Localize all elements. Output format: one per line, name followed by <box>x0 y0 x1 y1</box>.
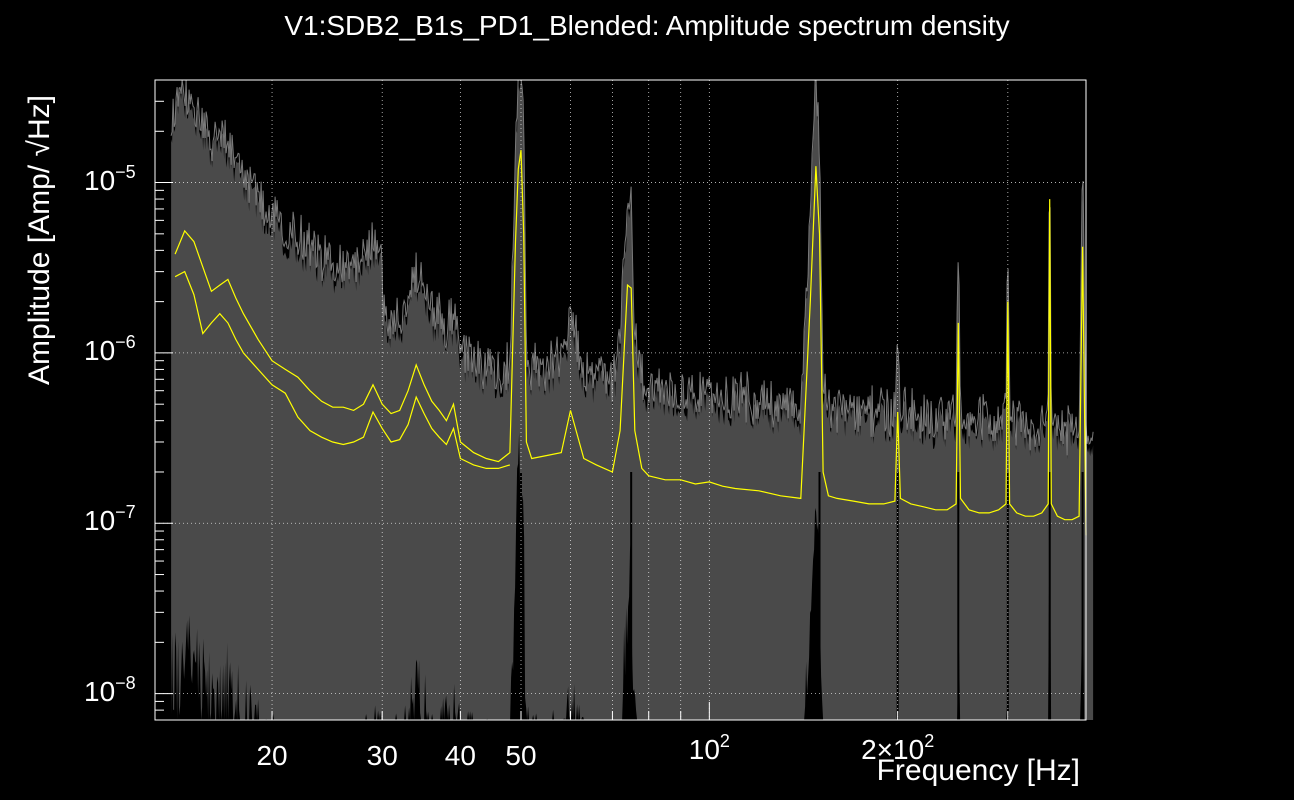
y-tick-label: 10−6 <box>84 331 136 366</box>
x-tick-label: 30 <box>366 740 398 771</box>
y-axis-label: Amplitude [Amp/ √Hz] <box>23 95 56 385</box>
x-tick-label: 102 <box>688 731 730 765</box>
band-fill <box>171 80 1094 720</box>
band-upper-edge <box>170 79 1094 456</box>
x-axis-label: Frequency [Hz] <box>876 754 1080 787</box>
chart-title: V1:SDB2_B1s_PD1_Blended: Amplitude spect… <box>284 10 1010 41</box>
series-lines <box>174 150 1087 536</box>
y-tick-label: 10−5 <box>84 161 136 196</box>
series-line-1 <box>174 150 1087 536</box>
x-tick-label: 20 <box>256 740 288 771</box>
y-tick-label: 10−7 <box>84 502 136 537</box>
x-tick-label: 50 <box>505 740 537 771</box>
y-tick-label: 10−8 <box>84 672 136 707</box>
plot-frame <box>154 79 1087 721</box>
series-line-2 <box>174 270 511 469</box>
x-tick-label: 2×102 <box>861 731 935 765</box>
spectrum-band <box>170 79 1094 720</box>
x-tick-label: 40 <box>444 740 476 771</box>
axis-ticks <box>155 79 1087 721</box>
